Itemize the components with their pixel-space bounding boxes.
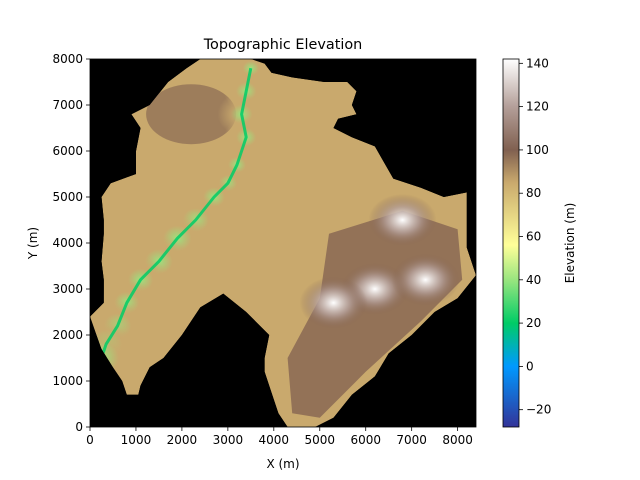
colorbar-tick-label: 60 <box>526 230 541 244</box>
y-tick-label: 8000 <box>52 52 83 66</box>
y-tick-label: 6000 <box>52 144 83 158</box>
y-tick-label: 5000 <box>52 190 83 204</box>
chart-title: Topographic Elevation <box>203 37 363 53</box>
main-channel <box>100 67 253 359</box>
colorbar-tick-label: 100 <box>526 143 549 157</box>
x-tick-label: 0 <box>86 433 94 447</box>
colorbar-tick-label: 80 <box>526 186 541 200</box>
plot-area <box>90 59 476 427</box>
high-elevation-layer <box>146 84 463 418</box>
colorbar-label: Elevation (m) <box>563 203 577 284</box>
x-tick-label: 4000 <box>259 433 290 447</box>
elevation-heatmap <box>90 59 476 427</box>
peak <box>391 253 460 306</box>
x-axis-ticks: 0 1000 2000 3000 4000 5000 6000 7000 8000 <box>86 427 473 447</box>
peak <box>299 276 368 329</box>
y-tick-label: 4000 <box>52 236 83 250</box>
x-tick-label: 1000 <box>121 433 152 447</box>
y-tick-label: 0 <box>75 420 83 434</box>
x-tick-label: 6000 <box>350 433 381 447</box>
x-axis-label: X (m) <box>266 457 299 471</box>
x-tick-label: 8000 <box>442 433 473 447</box>
colorbar-tick-label: 40 <box>526 273 541 287</box>
x-tick-label: 7000 <box>396 433 427 447</box>
colorbar-tick-label: 20 <box>526 316 541 330</box>
colorbar-tick-label: −20 <box>526 403 551 417</box>
y-axis-label: Y (m) <box>26 227 40 260</box>
x-tick-label: 5000 <box>304 433 335 447</box>
colorbar <box>502 58 520 428</box>
colorbar-tick-label: 0 <box>526 359 534 373</box>
y-tick-label: 7000 <box>52 98 83 112</box>
y-tick-label: 3000 <box>52 282 83 296</box>
colorbar-tick-label: 120 <box>526 100 549 114</box>
y-tick-label: 1000 <box>52 374 83 388</box>
northwest-highland <box>146 84 237 145</box>
x-tick-label: 2000 <box>167 433 198 447</box>
peak <box>368 194 437 246</box>
x-tick-label: 3000 <box>213 433 244 447</box>
colorbar-ticks: −20 0 20 40 60 80 100 120 140 <box>519 56 551 417</box>
y-tick-label: 2000 <box>52 328 83 342</box>
y-axis-ticks: 0 1000 2000 3000 4000 5000 6000 7000 8000 <box>52 52 90 434</box>
colorbar-tick-label: 140 <box>526 56 549 70</box>
